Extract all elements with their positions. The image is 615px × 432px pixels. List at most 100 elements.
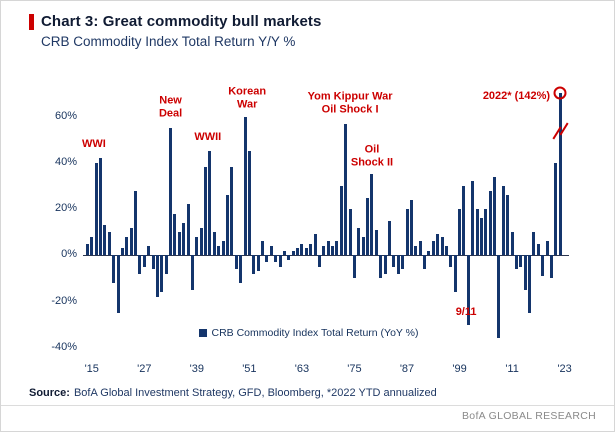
annotation-line: WWII — [194, 131, 222, 144]
bar-1935 — [177, 232, 181, 256]
bar-1948 — [234, 255, 238, 270]
bar-2010 — [506, 195, 510, 256]
y-axis-label: 0% — [61, 248, 77, 261]
bar-1931 — [160, 255, 164, 293]
y-axis-label: -20% — [51, 294, 77, 307]
legend-label: CRB Commodity Index Total Return (YoY %) — [211, 327, 419, 339]
bar-1938 — [190, 255, 194, 290]
bar-1993 — [431, 241, 435, 256]
bar-2004 — [479, 218, 483, 256]
bar-1965 — [309, 243, 313, 256]
bar-1979 — [370, 174, 374, 256]
bar-2006 — [488, 190, 492, 256]
bar-1941 — [204, 167, 208, 256]
bar-1990 — [418, 241, 422, 256]
bar-2022 — [558, 93, 562, 256]
bar-1966 — [313, 234, 317, 256]
bar-1946 — [225, 195, 229, 256]
title-block: Chart 3: Great commodity bull markets CR… — [41, 13, 321, 49]
bar-1933 — [169, 128, 173, 256]
bar-1972 — [339, 185, 343, 256]
bar-1983 — [387, 220, 391, 256]
bar-1999 — [458, 209, 462, 256]
bar-1922 — [120, 248, 124, 256]
bar-2017 — [536, 243, 540, 256]
y-axis-label: 40% — [54, 155, 77, 168]
bar-1925 — [134, 190, 138, 256]
bar-2001 — [466, 255, 470, 325]
annotation-line: Oil Shock I — [321, 103, 379, 116]
bar-2003 — [475, 209, 479, 256]
source-label: Source: — [29, 387, 70, 399]
bar-1981 — [379, 255, 383, 279]
plot-area: 60% 40% 20% 0% -20% -40% '15 '27 '39 '51 '63 '75 '87… — [51, 75, 571, 375]
x-axis-label: '63 — [294, 363, 310, 375]
annotation: 9/11 — [456, 306, 477, 319]
bar-1945 — [221, 241, 225, 256]
bar-1930 — [155, 255, 159, 297]
annotation-line: Korean — [228, 85, 267, 98]
bar-1934 — [173, 213, 177, 256]
bar-2013 — [519, 255, 523, 267]
x-axis-label: '87 — [399, 363, 415, 375]
bar-2016 — [532, 232, 536, 256]
bar-1939 — [195, 236, 199, 256]
bar-1985 — [396, 255, 400, 274]
bar-1915 — [90, 236, 94, 256]
bar-1928 — [147, 246, 151, 256]
bar-1980 — [374, 229, 378, 256]
bar-1998 — [453, 255, 457, 293]
bar-1963 — [300, 243, 304, 256]
bar-2002 — [471, 181, 475, 256]
bar-1957 — [274, 255, 278, 263]
bar-2005 — [484, 209, 488, 256]
annotation-line: Deal — [158, 108, 183, 121]
bar-1953 — [256, 255, 260, 272]
bar-2015 — [528, 255, 532, 314]
bar-1929 — [151, 255, 155, 270]
bar-1951 — [247, 151, 251, 256]
bar-2007 — [493, 176, 497, 256]
bar-1989 — [414, 246, 418, 256]
bar-1958 — [278, 255, 282, 267]
chart-area: 60% 40% 20% 0% -20% -40% '15 '27 '39 '51 '63 '75 '87… — [1, 59, 614, 375]
annotation-line: 9/11 — [455, 306, 477, 319]
x-axis-label: '11 — [505, 363, 519, 375]
source-text: BofA Global Investment Strategy, GFD, Bl… — [73, 387, 437, 399]
annotation: WWII — [194, 131, 221, 144]
bar-1997 — [449, 255, 453, 267]
zero-baseline — [83, 255, 569, 257]
x-axis-label: '15 — [84, 363, 99, 375]
bar-2000 — [462, 185, 466, 256]
bar-1967 — [317, 255, 321, 267]
x-axis-label: '99 — [452, 363, 467, 375]
bar-1991 — [423, 255, 426, 270]
bar-2012 — [514, 255, 518, 270]
chart-title: Chart 3: Great commodity bull markets — [41, 13, 322, 30]
bar-1956 — [269, 246, 273, 256]
bar-1973 — [344, 123, 348, 256]
bofa-global-research-brand: BofA GLOBAL RESEARCH — [462, 410, 596, 422]
bar-1968 — [322, 246, 326, 256]
annotation: Korean War — [228, 86, 266, 112]
bar-1960 — [287, 255, 291, 260]
annotation-line: 2022* (142%) — [482, 89, 551, 102]
bar-1994 — [436, 234, 440, 256]
bar-1944 — [217, 246, 221, 256]
annotation: Yom Kippur War Oil Shock I — [308, 90, 393, 116]
y-axis-label: 60% — [54, 109, 77, 122]
annotation-line: War — [237, 98, 258, 111]
annotation-line: Shock II — [350, 156, 394, 169]
bar-1943 — [212, 232, 216, 256]
bar-1923 — [125, 236, 129, 256]
chart-legend: CRB Commodity Index Total Return (YoY %) — [198, 327, 419, 339]
x-axis-label: '39 — [189, 363, 204, 375]
bar-1936 — [182, 222, 186, 256]
bar-1977 — [361, 236, 365, 256]
bar-1937 — [186, 204, 190, 256]
bar-1996 — [444, 246, 448, 256]
annotation-line: Yom Kippur War — [307, 90, 393, 103]
annotation-line: Oil — [364, 143, 380, 156]
bar-2019 — [545, 241, 549, 256]
